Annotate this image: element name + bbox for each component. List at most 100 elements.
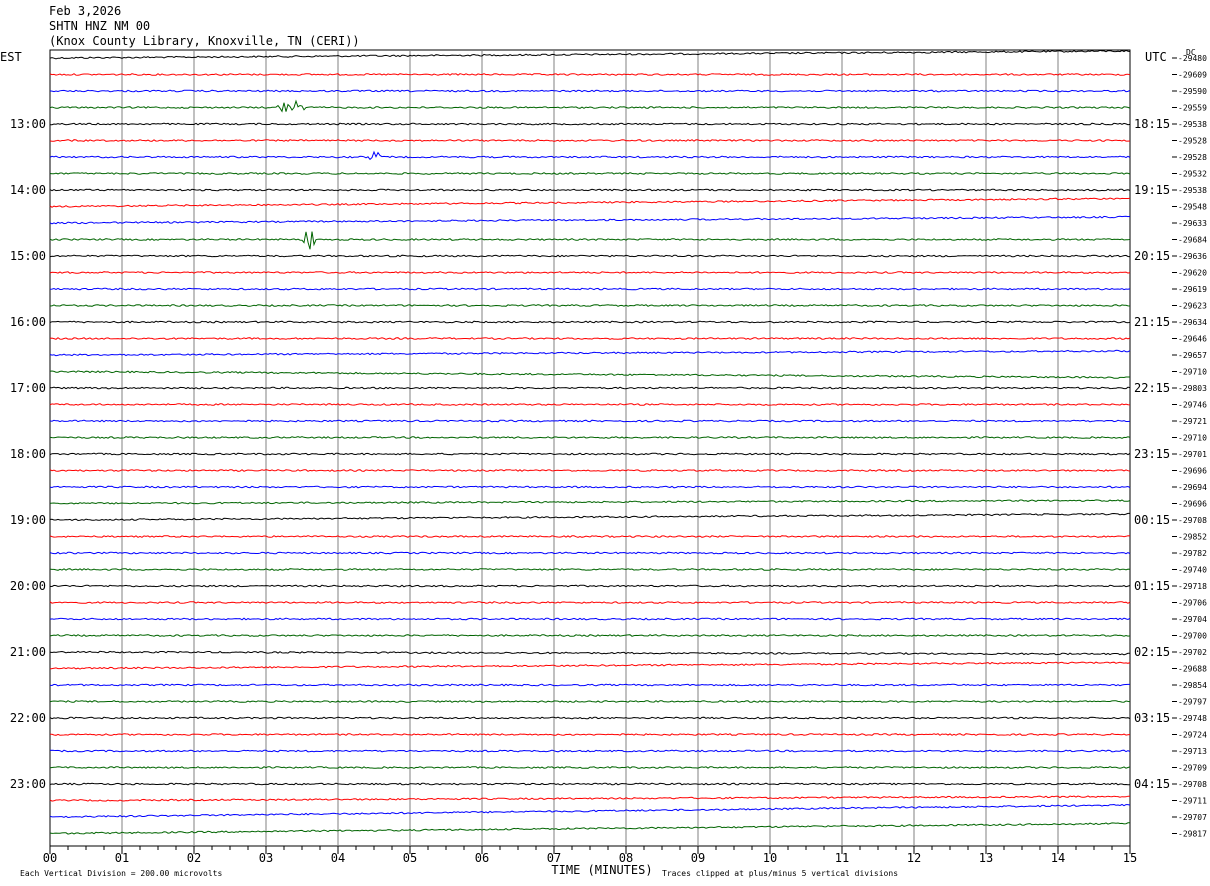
header-station: SHTN HNZ NM 00 [49,19,151,33]
hour-label-left: 17:00 [10,381,46,395]
dc-offset-label: -29782 [1178,549,1207,558]
trace-line [50,386,1131,390]
header-location: (Knox County Library, Knoxville, TN (CER… [49,34,360,48]
x-tick-label: 00 [43,851,57,865]
hour-label-right: 01:15 [1134,579,1170,593]
dc-offset-label: -29710 [1178,434,1207,443]
dc-offset-label: -29619 [1178,285,1207,294]
hour-label-left: 19:00 [10,513,46,527]
clip-note: Traces clipped at plus/minus 5 vertical … [662,869,898,878]
trace-line [49,337,1131,340]
dc-offset-label: -29704 [1178,615,1207,624]
dc-offset-label: -29538 [1178,120,1207,129]
trace-line [49,139,1131,142]
dc-offset-label: -29532 [1178,170,1207,179]
trace-line [49,188,1131,192]
x-tick-label: 11 [835,851,849,865]
dc-offset-label: -29700 [1178,632,1207,641]
trace-line [49,716,1131,720]
hour-label-left: 21:00 [10,645,46,659]
dc-offset-label: -29548 [1178,203,1207,212]
x-tick-label: 14 [1051,851,1065,865]
right-timezone-label: UTC [1145,50,1167,64]
trace-line [49,512,1130,522]
dc-offset-label: -29696 [1178,467,1207,476]
hour-label-left: 23:00 [10,777,46,791]
x-tick-label: 09 [691,851,705,865]
dc-offset-label: -29711 [1178,797,1207,806]
trace-line [49,436,1131,439]
dc-offset-label: -29721 [1178,417,1207,426]
trace-line [49,99,1131,113]
trace-line [49,452,1131,456]
trace-line [49,700,1131,703]
trace-line [49,782,1131,786]
x-tick-label: 05 [403,851,417,865]
left-timezone-label: EST [0,50,22,64]
dc-offset-label: -29646 [1178,335,1207,344]
trace-line [49,150,1131,161]
trace-line [49,89,1131,93]
trace-line [49,617,1131,621]
trace-line [49,601,1131,604]
x-tick-label: 02 [187,851,201,865]
dc-offset-label: -29724 [1178,731,1207,740]
dc-offset-label: -29709 [1178,764,1207,773]
dc-offset-label: -29657 [1178,351,1207,360]
trace-line [49,634,1131,637]
hour-label-left: 20:00 [10,579,46,593]
dc-offset-label: -29746 [1178,401,1207,410]
trace-line [49,485,1131,489]
dc-offset-label: -29696 [1178,500,1207,509]
trace-line [49,73,1131,76]
dc-offset-label: -29694 [1178,483,1207,492]
dc-offset-label: -29797 [1178,698,1207,707]
dc-offset-label: -29623 [1178,302,1207,311]
dc-offset-label: -29854 [1178,681,1207,690]
dc-offset-label: -29609 [1178,71,1207,80]
dc-offset-label: -29740 [1178,566,1207,575]
trace-line [49,320,1131,324]
dc-offset-label: -29852 [1178,533,1207,542]
trace-line [49,231,1131,250]
x-tick-label: 04 [331,851,345,865]
hour-label-right: 04:15 [1134,777,1170,791]
x-tick-label: 12 [907,851,921,865]
dc-offset-label: -29710 [1178,368,1207,377]
dc-offset-label: -29748 [1178,714,1207,723]
trace-line [49,419,1131,423]
dc-offset-label: -29480 [1178,54,1207,63]
trace-line [49,584,1131,588]
hour-label-right: 03:15 [1134,711,1170,725]
dc-offset-label: -29620 [1178,269,1207,278]
x-axis-label: TIME (MINUTES) [551,863,652,877]
x-tick-label: 07 [547,851,561,865]
trace-line [49,370,1130,379]
trace-line [49,304,1131,307]
dc-offset-label: -29713 [1178,747,1207,756]
trace-line [49,650,1131,656]
plot-frame [49,49,1131,847]
dc-offset-label: -29636 [1178,252,1207,261]
dc-offset-label: -29634 [1178,318,1207,327]
x-tick-label: 10 [763,851,777,865]
dc-offset-label: -29803 [1178,384,1207,393]
dc-offset-label: -29633 [1178,219,1207,228]
hour-label-right: 21:15 [1134,315,1170,329]
trace-line [49,215,1131,225]
x-tick-label: 01 [115,851,129,865]
hour-label-left: 14:00 [10,183,46,197]
trace-line [49,551,1131,555]
trace-line [49,271,1131,274]
trace-line [49,749,1131,753]
x-tick-label: 08 [619,851,633,865]
x-tick-label: 06 [475,851,489,865]
hour-label-right: 19:15 [1134,183,1170,197]
dc-offset-label: -29528 [1178,137,1207,146]
hour-label-right: 02:15 [1134,645,1170,659]
dc-offset-label: -29528 [1178,153,1207,162]
trace-line [49,49,1131,60]
x-tick-label: 15 [1123,851,1137,865]
dc-offset-label: -29538 [1178,186,1207,195]
